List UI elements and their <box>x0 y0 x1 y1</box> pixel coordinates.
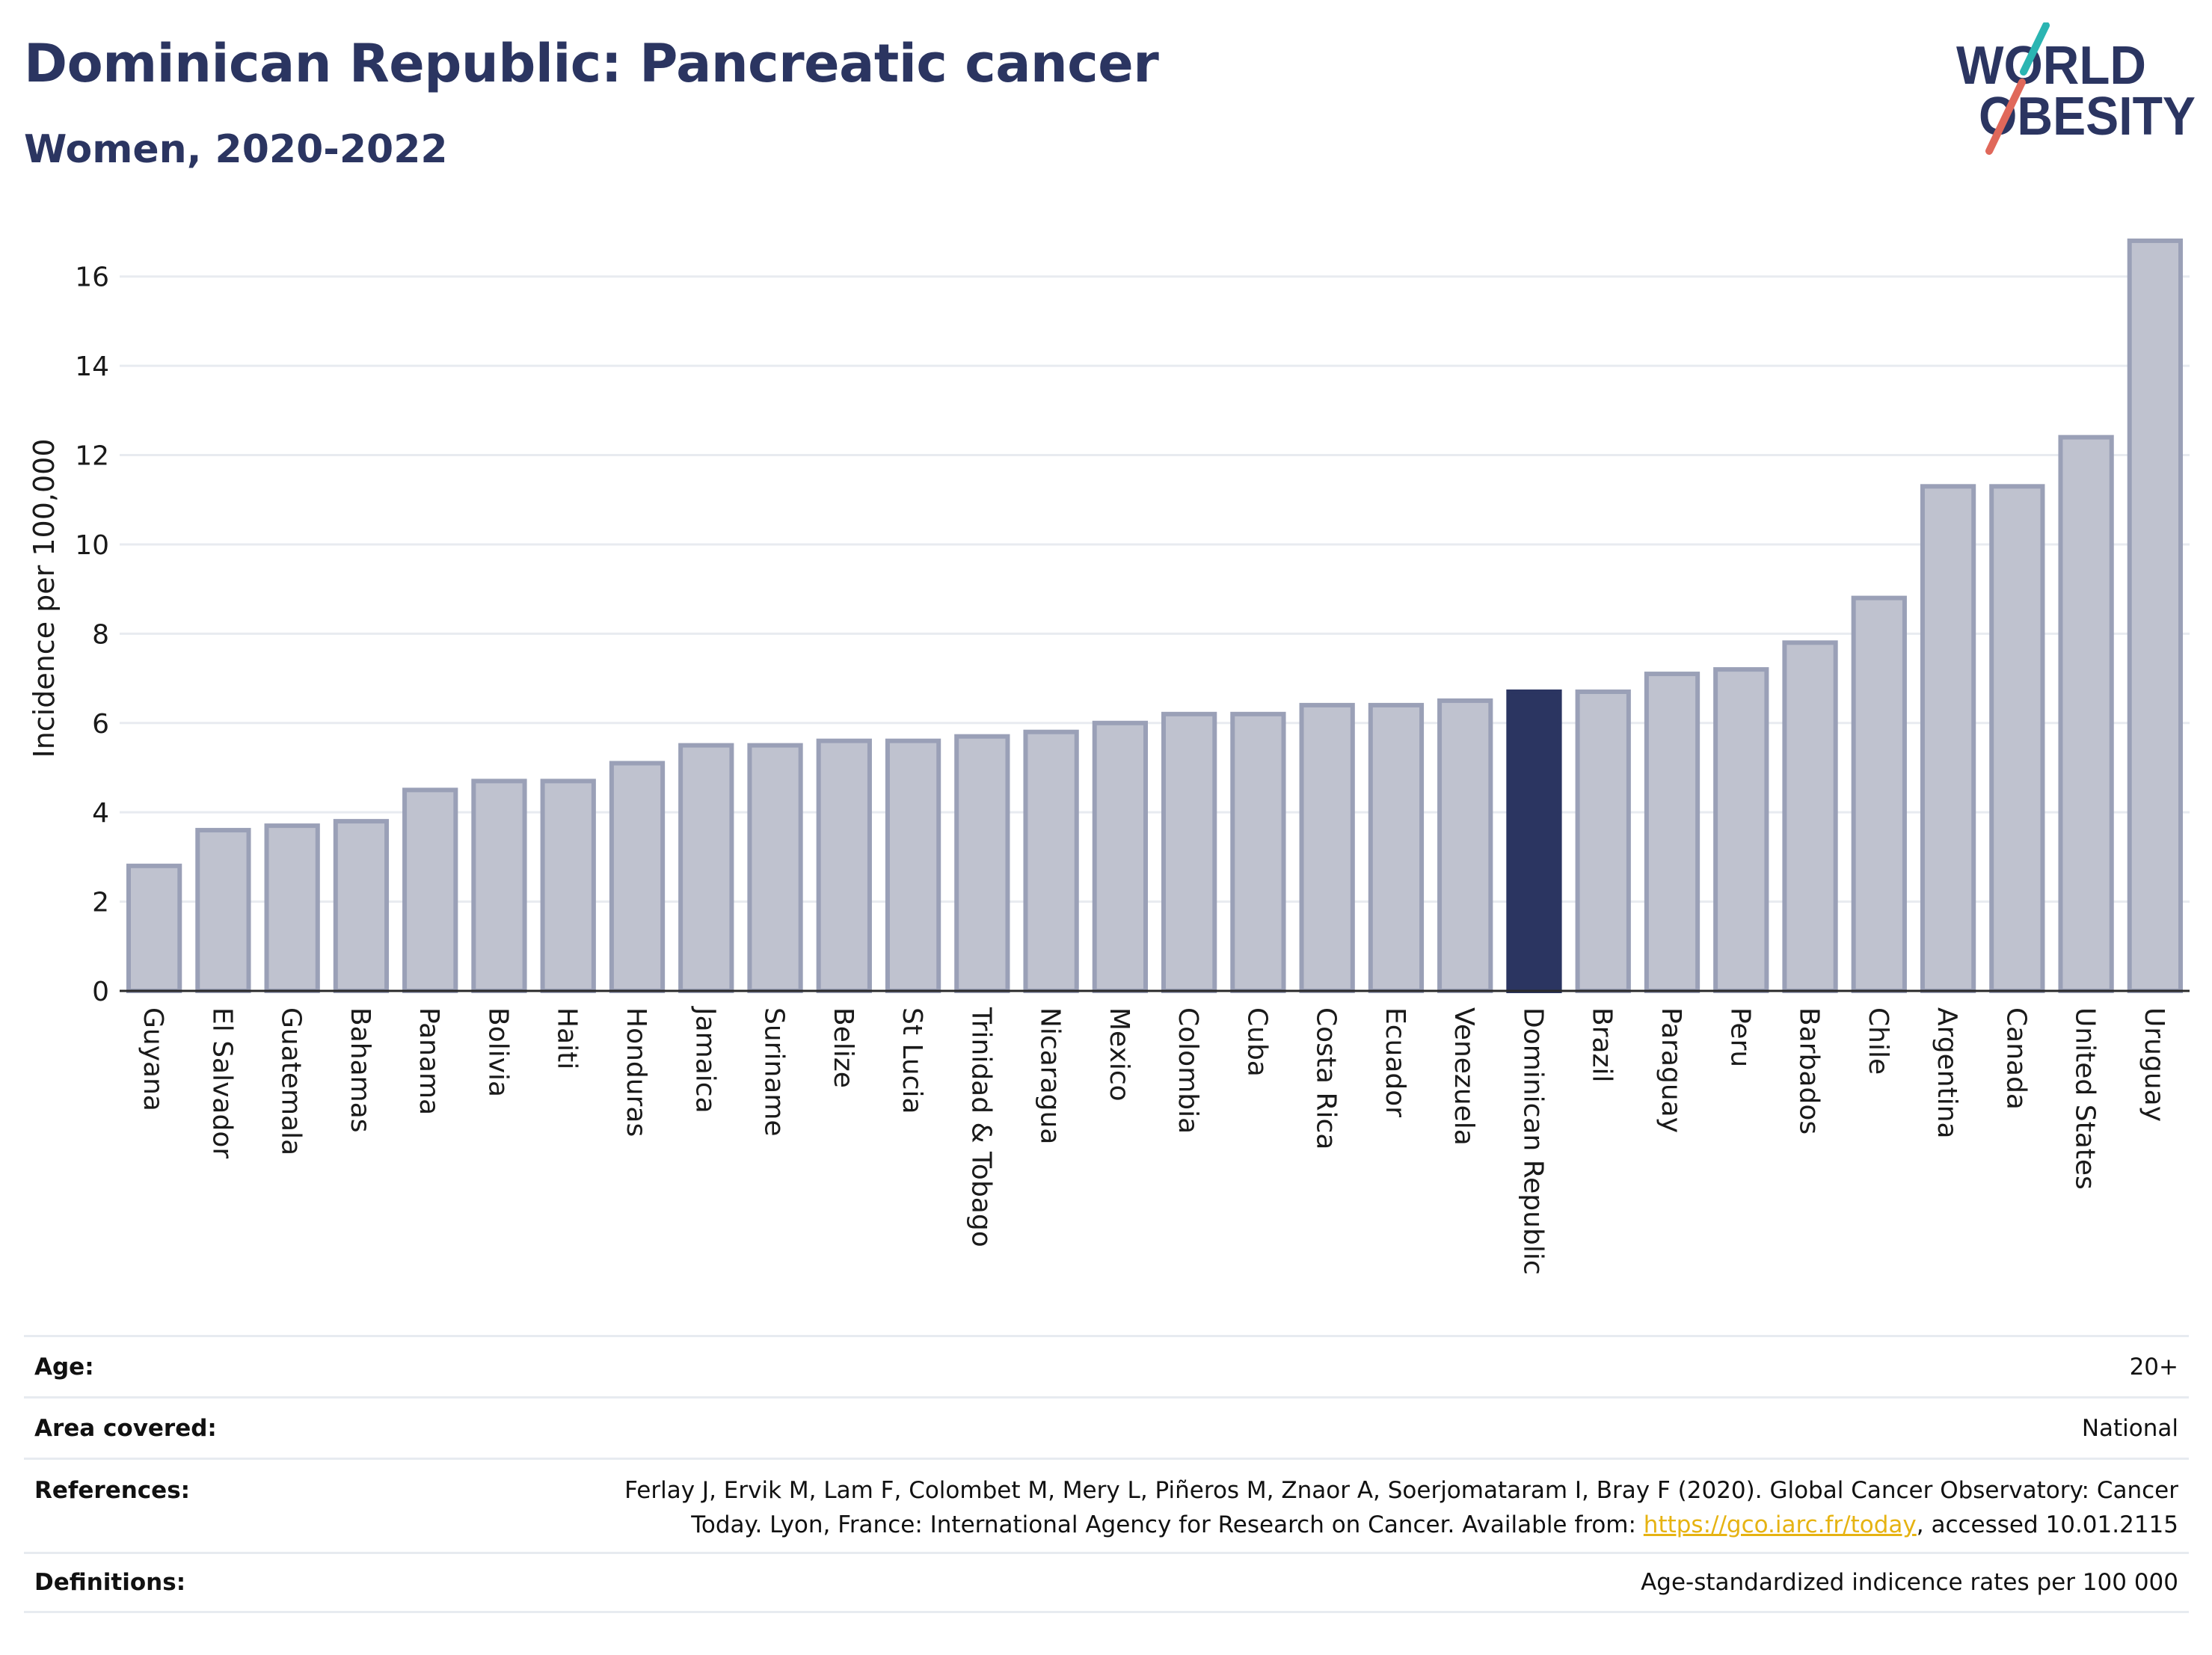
x-tick-label: Paraguay <box>1656 1007 1686 1133</box>
meta-row-references: References: Ferlay J, Ervik M, Lam F, Co… <box>24 1458 2189 1552</box>
meta-definitions-value: Age-standardized indicence rates per 100… <box>1641 1569 2178 1596</box>
bar-paraguay[interactable] <box>1644 672 1701 994</box>
x-tick-label: Canada <box>2000 1007 2031 1110</box>
x-tick-label: Panama <box>414 1007 444 1115</box>
meta-area-label: Area covered: <box>34 1414 217 1442</box>
world-obesity-logo: WORLD OBESITY <box>1956 22 2196 155</box>
x-tick-label: Brazil <box>1587 1007 1617 1082</box>
y-tick-label: 4 <box>92 798 109 829</box>
y-tick-label: 8 <box>92 619 109 650</box>
meta-age-value: 20+ <box>2129 1353 2178 1381</box>
bar-suriname[interactable] <box>747 743 803 994</box>
bars <box>126 238 2184 994</box>
x-tick-label: Suriname <box>759 1007 790 1137</box>
bar-canada[interactable] <box>1989 484 2045 993</box>
bar-haiti[interactable] <box>540 779 596 993</box>
x-tick-label: Ecuador <box>1380 1007 1410 1117</box>
meta-row-area: Area covered: National <box>24 1396 2189 1458</box>
bar-mexico[interactable] <box>1092 720 1149 993</box>
logo-slash-top <box>2020 22 2050 76</box>
x-tick-label: Peru <box>1724 1007 1755 1067</box>
bar-st-lucia[interactable] <box>885 738 941 993</box>
y-tick-label: 2 <box>92 888 109 918</box>
x-tick-label: Trinidad & Tobago <box>965 1007 996 1247</box>
y-axis-label: Incidence per 100,000 <box>28 438 61 758</box>
references-line-2-suffix: , accessed 10.01.2115 <box>1916 1511 2178 1538</box>
meta-age-label: Age: <box>34 1353 94 1381</box>
bar-argentina[interactable] <box>1920 484 1976 993</box>
logo-line-world: WORLD <box>1956 36 2146 96</box>
x-tick-label: Costa Rica <box>1311 1007 1342 1149</box>
y-tick-label: 16 <box>75 262 109 293</box>
references-line-1: Ferlay J, Ervik M, Lam F, Colombet M, Me… <box>624 1477 2178 1504</box>
bar-dominican-republic[interactable] <box>1506 689 1562 993</box>
x-tick-label: Guatemala <box>276 1007 307 1155</box>
bar-chile[interactable] <box>1851 595 1907 993</box>
y-tick-label: 12 <box>75 441 109 472</box>
chart-subtitle: Women, 2020-2022 <box>24 127 448 172</box>
y-tick-label: 6 <box>92 709 109 740</box>
x-tick-label: Nicaragua <box>1035 1007 1066 1144</box>
bar-united-states[interactable] <box>2058 435 2114 993</box>
x-tick-label: Venezuela <box>1448 1007 1479 1146</box>
meta-references-value: Ferlay J, Ervik M, Lam F, Colombet M, Me… <box>624 1473 2178 1542</box>
bar-guyana[interactable] <box>126 863 182 993</box>
x-tick-label: Bahamas <box>345 1007 375 1133</box>
bar-jamaica[interactable] <box>678 743 734 994</box>
bar-venezuela[interactable] <box>1437 698 1493 993</box>
x-tick-label: Honduras <box>621 1007 651 1137</box>
bar-peru[interactable] <box>1713 667 1769 994</box>
meta-references-label: References: <box>34 1477 191 1504</box>
meta-row-age: Age: 20+ <box>24 1335 2189 1396</box>
bar-guatemala[interactable] <box>264 823 320 994</box>
bar-costa-rica[interactable] <box>1299 702 1355 993</box>
x-tick-label: Dominican Republic <box>1517 1007 1548 1275</box>
bar-panama[interactable] <box>402 787 458 993</box>
x-tick-label: El Salvador <box>206 1007 237 1158</box>
grid-lines <box>120 275 2190 903</box>
metadata-table: Age: 20+ Area covered: National Referenc… <box>24 1335 2189 1613</box>
meta-definitions-label: Definitions: <box>34 1569 186 1596</box>
x-tick-label: Uruguay <box>2139 1007 2169 1122</box>
references-line-2-prefix: Today. Lyon, France: International Agenc… <box>691 1511 1644 1538</box>
bar-el-salvador[interactable] <box>195 828 251 994</box>
x-tick-label: Argentina <box>1932 1007 1962 1139</box>
x-tick-labels: Guyana El Salvador Guatemala Bahamas Panama B… <box>138 1006 2169 1275</box>
meta-row-definitions: Definitions: Age-standardized indicence … <box>24 1552 2189 1613</box>
x-tick-label: Haiti <box>552 1007 583 1069</box>
x-tick-label: Jamaica <box>689 1006 720 1114</box>
x-tick-label: Chile <box>1863 1007 1893 1075</box>
x-tick-label: Colombia <box>1173 1007 1203 1134</box>
x-tick-label: Barbados <box>1794 1007 1825 1134</box>
y-tick-label: 0 <box>92 977 109 1007</box>
bar-uruguay[interactable] <box>2127 238 2184 993</box>
chart-title: Dominican Republic: Pancreatic cancer <box>24 33 1159 94</box>
y-tick-labels: 0 2 4 6 8 10 12 14 16 <box>75 262 109 1007</box>
bar-brazil[interactable] <box>1575 689 1631 993</box>
bar-barbados[interactable] <box>1782 640 1838 993</box>
y-tick-label: 14 <box>75 351 109 382</box>
x-tick-label: Guyana <box>138 1007 168 1111</box>
bar-honduras[interactable] <box>609 761 666 993</box>
x-tick-label: Mexico <box>1104 1007 1134 1102</box>
logo-slash-bottom <box>1985 79 2026 155</box>
bar-nicaragua[interactable] <box>1023 729 1079 993</box>
bar-bahamas[interactable] <box>333 819 390 994</box>
bar-trinidad-tobago[interactable] <box>954 734 1010 993</box>
x-tick-label: Belize <box>828 1007 858 1088</box>
bar-chart: 0 2 4 6 8 10 12 14 16 Guyana El Salvador Guatemala… <box>28 238 2190 1275</box>
x-tick-label: Cuba <box>1241 1007 1272 1077</box>
x-tick-label: Bolivia <box>482 1007 513 1097</box>
bar-belize[interactable] <box>816 738 872 993</box>
x-tick-label: St Lucia <box>897 1007 927 1114</box>
x-tick-label: United States <box>2070 1007 2101 1190</box>
meta-area-value: National <box>2081 1414 2178 1442</box>
bar-colombia[interactable] <box>1161 711 1217 994</box>
bar-bolivia[interactable] <box>471 779 527 993</box>
bar-ecuador[interactable] <box>1368 702 1425 993</box>
references-link[interactable]: https://gco.iarc.fr/today <box>1643 1511 1917 1538</box>
y-tick-label: 10 <box>75 530 109 561</box>
bar-cuba[interactable] <box>1230 711 1286 994</box>
